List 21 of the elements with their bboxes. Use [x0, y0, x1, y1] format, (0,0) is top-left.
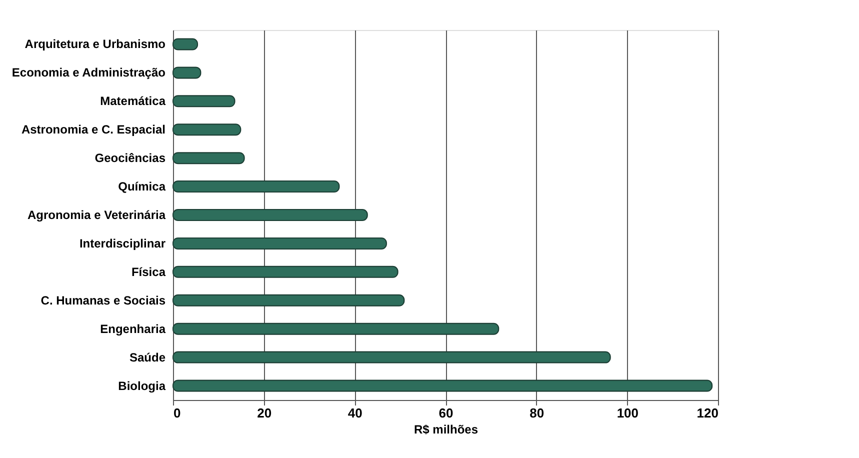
y-tick-label: Interdisciplinar: [79, 236, 166, 250]
y-tick-label: Agronomia e Veterinária: [27, 208, 166, 222]
y-tick-label: Economia e Administração: [12, 66, 166, 80]
x-tick-label: 40: [348, 406, 362, 420]
y-tick-label: Química: [118, 180, 166, 194]
y-tick-label: Arquitetura e Urbanismo: [24, 37, 166, 52]
x-tick-label: 80: [530, 406, 544, 420]
x-tick-label: 60: [438, 406, 454, 420]
y-tick-label: Astronomia e C. Espacial: [21, 122, 166, 137]
y-tick-label: Engenharia: [100, 322, 166, 336]
y-tick-label: Geociências: [94, 151, 166, 166]
x-tick-label: 100: [616, 406, 639, 420]
y-tick-label: Física: [131, 264, 166, 279]
y-tick-label: C. Humanas e Sociais: [40, 293, 166, 308]
y-tick-label: Biologia: [118, 378, 166, 393]
x-axis-title: R$ milhões: [414, 422, 478, 436]
y-tick-label: Matemática: [100, 94, 166, 108]
x-tick-label: 120: [696, 406, 718, 420]
y-tick-label: Saúde: [129, 350, 166, 364]
x-tick-label: 20: [257, 406, 272, 420]
x-tick-label: 0: [174, 406, 181, 420]
